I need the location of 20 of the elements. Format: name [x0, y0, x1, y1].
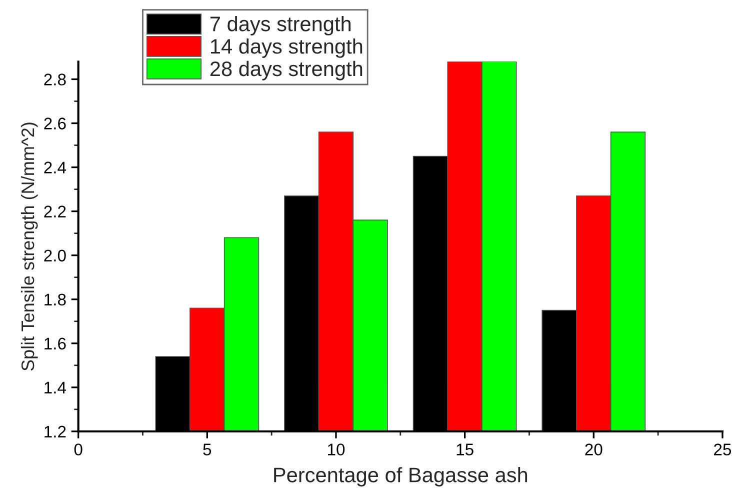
legend-label: 14 days strength [210, 38, 362, 58]
y-tick-label: 1.2 [44, 426, 66, 438]
x-tick-label: 5 [203, 444, 212, 456]
x-tick-label: 15 [456, 444, 474, 456]
y-tick-label: 2.6 [44, 118, 66, 130]
y-tick-label: 2.2 [44, 206, 66, 218]
x-tick-label: 25 [714, 444, 732, 456]
x-tick-label: 20 [585, 444, 602, 456]
x-tick-label: 0 [74, 444, 82, 456]
y-tick-label: 1.4 [44, 382, 66, 394]
x-axis-title: Percentage of Bagasse ash [274, 467, 528, 486]
y-axis-title: Split Tensile strength (N/mm^2) [20, 122, 38, 371]
legend-label: 28 days strength [210, 60, 362, 80]
x-tick-label: 10 [328, 444, 345, 456]
legend-label: 7 days strength [210, 16, 350, 36]
y-tick-label: 2.8 [44, 74, 66, 86]
y-tick-label: 1.6 [44, 338, 66, 350]
y-tick-label: 1.8 [44, 294, 66, 306]
y-tick-label: 2.4 [44, 162, 66, 174]
y-tick-label: 2.0 [44, 250, 66, 262]
